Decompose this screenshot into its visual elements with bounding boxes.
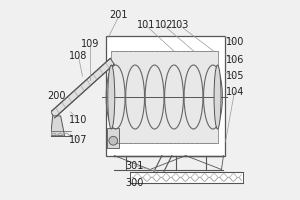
Ellipse shape	[108, 65, 115, 129]
Text: 110: 110	[69, 115, 88, 125]
Text: 300: 300	[125, 178, 143, 188]
Text: 106: 106	[226, 55, 244, 65]
Bar	[130, 171, 243, 183]
Text: 103: 103	[171, 20, 189, 30]
Text: 301: 301	[125, 161, 143, 171]
Text: 102: 102	[155, 20, 173, 30]
Bar	[106, 36, 226, 156]
Text: 105: 105	[226, 71, 245, 81]
Text: 108: 108	[69, 51, 88, 61]
Text: 109: 109	[81, 39, 100, 49]
Text: 201: 201	[109, 10, 128, 20]
Bar	[111, 51, 218, 143]
Ellipse shape	[214, 65, 221, 129]
Text: 107: 107	[69, 135, 88, 145]
Text: 100: 100	[226, 37, 244, 47]
Bar	[107, 128, 119, 148]
Circle shape	[109, 136, 118, 145]
Text: 101: 101	[137, 20, 155, 30]
Text: 200: 200	[47, 91, 66, 101]
Polygon shape	[51, 58, 114, 118]
Polygon shape	[51, 116, 64, 136]
Text: 104: 104	[226, 87, 244, 97]
